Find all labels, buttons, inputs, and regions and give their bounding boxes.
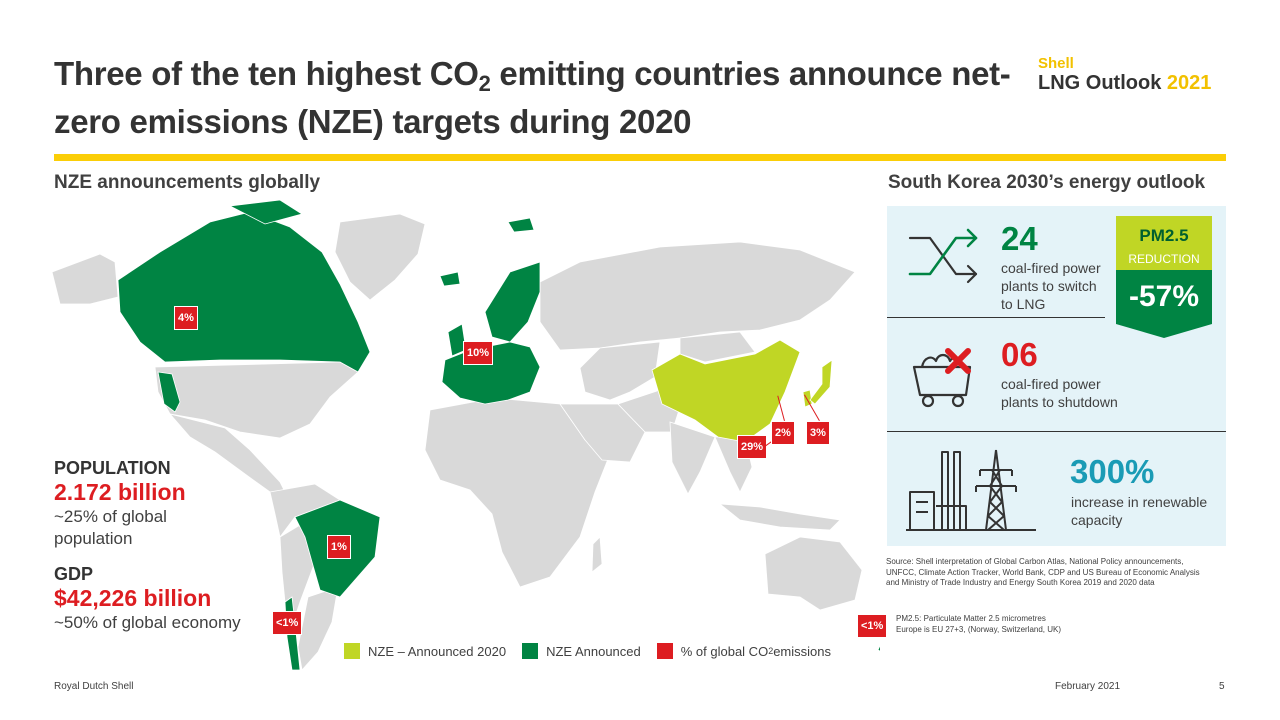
badge-canada: 4%: [174, 306, 198, 330]
eu-note-line: Europe is EU 27+3, (Norway, Switzerland,…: [896, 624, 1062, 634]
gdp-value: $42,226 billion: [54, 585, 212, 611]
australia-shape: [764, 536, 863, 611]
new-zealand-shape: [877, 644, 880, 652]
legend-label-1: NZE – Announced 2020: [368, 643, 507, 659]
argentina-shape: [297, 586, 339, 671]
brand-lng: LNG Outlook: [1038, 72, 1167, 94]
page-title: Three of the ten highest CO2 emitting co…: [54, 55, 1014, 141]
legend-item-emissions: % of global CO 2 emissions: [656, 643, 831, 659]
badge-chile: <1%: [272, 611, 303, 635]
china-shape: [651, 339, 801, 443]
title-text-2: emitting countries announce net-zero emi…: [54, 55, 1011, 140]
item2-desc: coal-fired power plants to shutdown: [1001, 376, 1118, 410]
india-shape: [669, 421, 716, 495]
korea-heading: South Korea 2030’s energy outlook: [888, 172, 1206, 193]
map-heading: NZE announcements globally: [54, 172, 321, 193]
pm25-badge: [1116, 216, 1212, 338]
source-note: Source: Shell interpretation of Global C…: [886, 557, 1200, 587]
greenland-shape: [334, 213, 426, 301]
title-text-1: Three of the ten highest CO: [54, 55, 479, 92]
legend-label-3-sub: 2: [768, 646, 774, 656]
mongolia-shape: [679, 331, 756, 363]
legend-swatch-lime: [344, 643, 360, 659]
footer-company: Royal Dutch Shell: [54, 681, 134, 692]
world-map: [51, 199, 880, 671]
california-shape: [157, 371, 181, 413]
item1-number: 24: [1001, 220, 1038, 257]
madagascar-shape: [591, 536, 603, 573]
indonesia-shape: [718, 503, 841, 531]
power-plant-pylon-icon: [906, 449, 1036, 531]
alaska-shape: [51, 253, 119, 305]
pm-value: -57%: [1128, 280, 1200, 313]
legend-label-3b: emissions: [773, 643, 831, 659]
legend-swatch-red: [656, 643, 673, 659]
title-subscript: 2: [478, 71, 491, 96]
legend-swatch-green: [522, 643, 539, 659]
legend-item-nze-2020: NZE – Announced 2020: [344, 643, 506, 659]
header-rule: [54, 154, 1226, 161]
pm-footnote: PM2.5: Particulate Matter 2.5 micrometre…: [896, 614, 1196, 635]
gdp-label: GDP: [54, 564, 94, 584]
population-label: POPULATION: [54, 458, 171, 478]
switch-arrows-icon: [908, 228, 978, 284]
gdp-desc: ~50% of global economy: [54, 613, 241, 632]
badge-europe: 10%: [463, 341, 494, 365]
canada-shape: [117, 211, 371, 373]
legend-label-2: NZE Announced: [546, 643, 641, 659]
legend-label-3a: % of global CO: [680, 643, 769, 659]
panel-divider-2: [887, 431, 1226, 432]
brand-logo: Shell LNG Outlook 2021: [1038, 55, 1228, 95]
footer-date: February 2021: [1055, 681, 1121, 692]
russia-shape: [539, 241, 856, 351]
badge-new-zealand: <1%: [857, 614, 888, 638]
stats-block: POPULATION 2.172 billion ~25% of global …: [54, 458, 294, 634]
population-desc: ~25% of global population: [54, 507, 167, 548]
panel-divider-1: [887, 317, 1105, 318]
central-asia-shape: [579, 341, 661, 401]
canada-islands-shape: [228, 199, 303, 225]
badge-japan: 3%: [806, 421, 830, 445]
pm-note-line: PM2.5: Particulate Matter 2.5 micrometre…: [896, 614, 1046, 623]
brand-year: 2021: [1166, 72, 1212, 94]
badge-brazil: 1%: [327, 535, 351, 559]
item3-number: 300%: [1070, 453, 1155, 490]
item3-desc: increase in renewable capacity: [1071, 494, 1208, 528]
brand-shell: Shell: [1038, 55, 1074, 72]
badge-china: 29%: [737, 435, 768, 459]
badge-korea: 2%: [771, 421, 795, 445]
coal-cart-cross-icon: [912, 348, 972, 408]
map-legend: NZE – Announced 2020 NZE Announced % of …: [344, 640, 847, 662]
pm-sub: REDUCTION: [1128, 252, 1200, 266]
item1-desc: coal-fired power plants to switch to LNG: [1001, 260, 1101, 312]
brand-lng-line: LNG Outlook 2021: [1038, 72, 1228, 94]
item2-number: 06: [1001, 336, 1038, 373]
japan-shape: [809, 359, 833, 405]
footer-page-number: 5: [1219, 681, 1225, 692]
pm-title: PM2.5: [1139, 226, 1189, 245]
iceland-shape: [439, 271, 461, 287]
legend-item-nze: NZE Announced: [522, 643, 641, 659]
scandinavia-shape: [484, 261, 541, 343]
population-value: 2.172 billion: [54, 479, 186, 505]
svalbard-shape: [507, 217, 535, 233]
